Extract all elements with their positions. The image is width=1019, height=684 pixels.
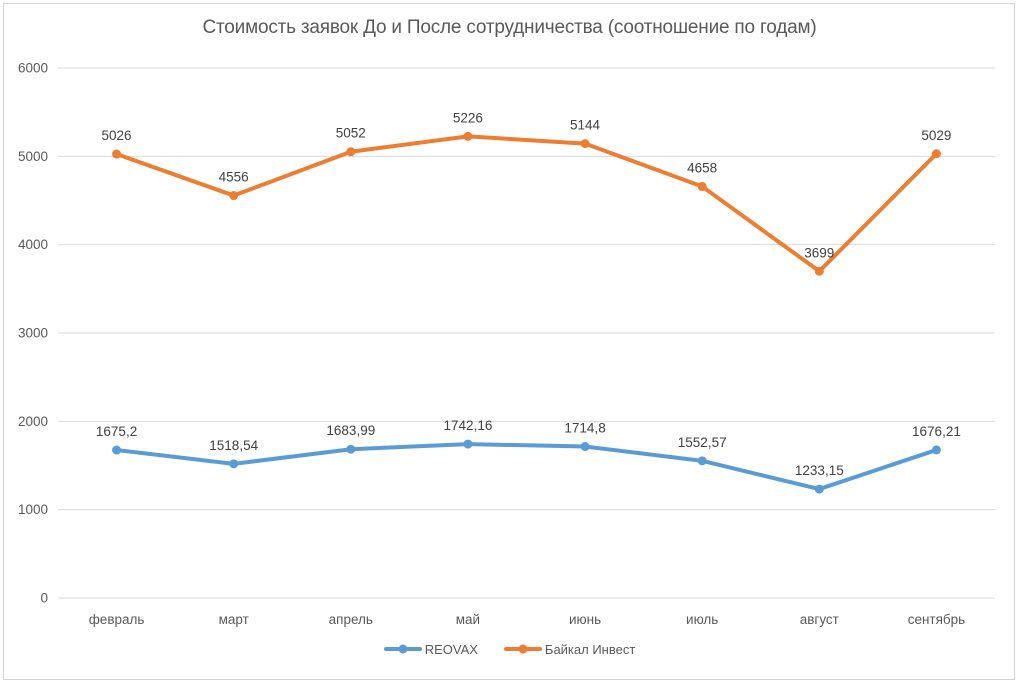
data-point-marker (697, 182, 707, 192)
data-label: 5144 (570, 118, 601, 133)
x-axis-tick-label: июль (686, 612, 718, 627)
data-label: 1233,15 (795, 463, 844, 478)
data-label: 4658 (687, 161, 717, 176)
chart-title: Стоимость заявок До и После сотрудничест… (202, 17, 817, 38)
data-label: 1683,99 (326, 423, 375, 438)
legend-dot-icon (398, 644, 408, 654)
data-point-marker (112, 445, 122, 455)
y-axis-tick-label: 4000 (18, 237, 48, 252)
data-label: 5052 (336, 126, 366, 141)
data-label: 4556 (219, 170, 249, 185)
x-axis-tick-label: август (800, 612, 839, 627)
data-point-marker (814, 484, 824, 494)
data-point-marker (463, 131, 473, 141)
series-line (114, 134, 939, 274)
data-point-marker (697, 456, 707, 466)
y-axis-tick-label: 1000 (18, 502, 48, 517)
data-label: 1552,57 (678, 435, 727, 450)
x-axis-tick-label: май (456, 612, 480, 627)
data-point-marker (229, 191, 239, 201)
legend-item-reovax[interactable]: REOVAX (383, 641, 478, 657)
data-label: 1742,16 (444, 418, 493, 433)
data-label: 5226 (453, 110, 483, 125)
data-point-marker (463, 439, 473, 449)
data-point-marker (580, 139, 590, 149)
data-point-marker (229, 459, 239, 469)
data-label: 1714,8 (564, 421, 605, 436)
x-axis-tick-label: апрель (329, 612, 373, 627)
legend-label: REOVAX (424, 641, 478, 657)
legend-label: Байкал Инвест (544, 641, 636, 657)
legend: REOVAX Байкал Инвест (0, 639, 1019, 659)
data-label: 1518,54 (209, 438, 258, 453)
series-line (114, 442, 939, 492)
legend-line-marker-icon (383, 644, 422, 654)
data-point-marker (112, 149, 122, 159)
y-axis-tick-label: 2000 (18, 414, 48, 429)
y-axis-tick-label: 6000 (18, 61, 48, 76)
y-axis-tick-label: 0 (40, 591, 48, 606)
x-axis-tick-label: июнь (569, 612, 601, 627)
data-point-marker (931, 149, 941, 159)
data-label: 5029 (921, 128, 951, 143)
data-label: 5026 (102, 128, 132, 143)
x-axis-tick-label: март (219, 612, 249, 627)
y-axis-tick-label: 5000 (18, 149, 48, 164)
data-label: 3699 (804, 245, 834, 260)
data-point-marker (580, 442, 590, 452)
x-axis-tick-label: сентябрь (908, 612, 965, 627)
data-label: 1675,2 (96, 424, 137, 439)
legend-dot-icon (518, 644, 528, 654)
data-point-marker (346, 444, 356, 454)
x-axis-tick-label: февраль (89, 612, 145, 627)
data-label: 1676,21 (912, 424, 961, 439)
legend-line-marker-icon (503, 644, 542, 654)
data-point-marker (931, 445, 941, 455)
data-point-marker (814, 266, 824, 276)
data-point-marker (346, 147, 356, 157)
legend-item-baikal-invest[interactable]: Байкал Инвест (503, 641, 636, 657)
y-axis-tick-label: 3000 (18, 326, 48, 341)
